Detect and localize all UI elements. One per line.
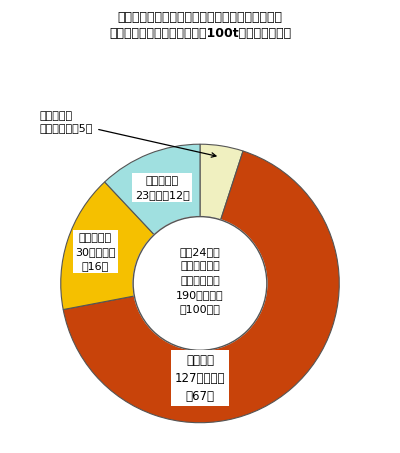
Text: 食品卸売業
９万２千ｔ（5）: 食品卸売業 ９万２千ｔ（5） (40, 111, 216, 157)
Wedge shape (61, 182, 154, 309)
Text: 外食産業
127万９千ｔ
（67）: 外食産業 127万９千ｔ （67） (175, 354, 225, 403)
Text: 平成24年度
食品廃棄物等
の年間発生量
190万９千ｔ
（100％）: 平成24年度 食品廃棄物等 の年間発生量 190万９千ｔ （100％） (176, 247, 224, 314)
Wedge shape (63, 151, 339, 423)
Wedge shape (105, 144, 200, 235)
Text: 図　食品廃棄物等の年間発生量と業種別構成割合: 図 食品廃棄物等の年間発生量と業種別構成割合 (118, 11, 282, 24)
Wedge shape (200, 144, 243, 220)
Text: 食品製造業
23万ｔ（12）: 食品製造業 23万ｔ（12） (135, 176, 190, 200)
Circle shape (133, 217, 267, 350)
Text: 食品小売業
30万８千ｔ
（16）: 食品小売業 30万８千ｔ （16） (75, 233, 115, 270)
Text: （食品廃棄物等の年間発生量100t未満の事業所）: （食品廃棄物等の年間発生量100t未満の事業所） (109, 27, 291, 40)
